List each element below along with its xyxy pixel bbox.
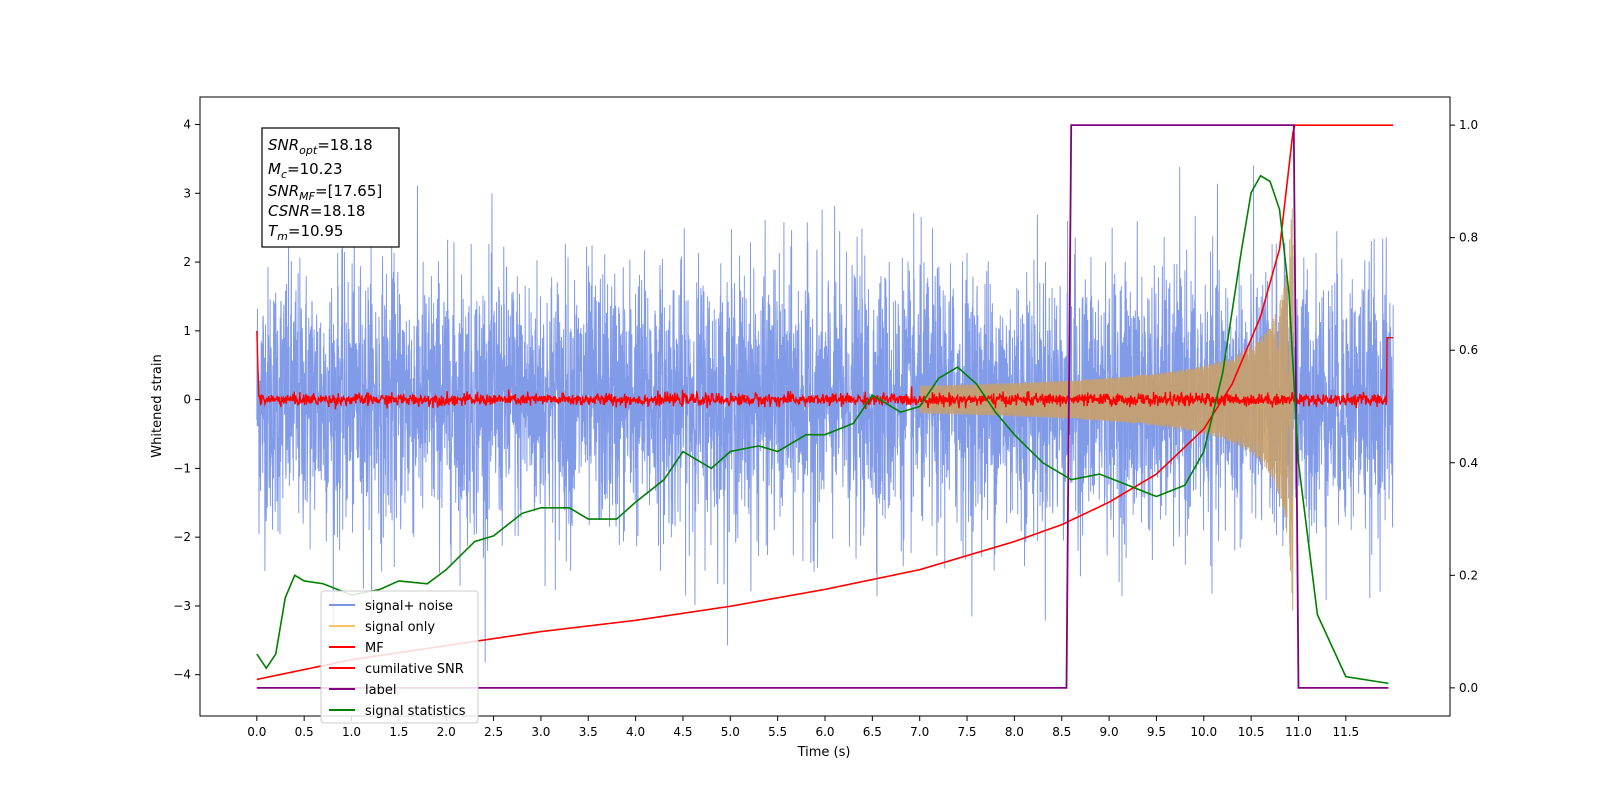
- annotation-box: SNRopt=18.18 Mc=10.23 SNRMF=[17.65] CSNR…: [261, 127, 400, 248]
- snr-opt-sub: opt: [299, 144, 318, 157]
- x-tick-label: 5.0: [721, 725, 740, 739]
- x-tick-label: 10.0: [1190, 725, 1217, 739]
- tm-value: =10.95: [288, 222, 344, 240]
- annotation-mc: Mc=10.23: [268, 160, 343, 181]
- snr-mf-sub: MF: [299, 190, 315, 203]
- x-tick-label: 1.0: [342, 725, 361, 739]
- snr-opt-base: SNR: [268, 136, 299, 154]
- legend-frame: [320, 590, 479, 724]
- legend-label: signal only: [365, 620, 435, 635]
- mc-value: =10.23: [287, 160, 343, 178]
- x-tick-label: 10.5: [1238, 725, 1265, 739]
- y2-tick-label: 0.0: [1459, 681, 1478, 695]
- y-tick-label: 0: [183, 393, 191, 407]
- y-tick-label: 4: [183, 118, 191, 132]
- annotation-frame: [261, 127, 400, 248]
- y-axis: −4 −3 −2 −1 0 1 2 3 4: [173, 118, 200, 682]
- x-tick-label: 11.5: [1332, 725, 1359, 739]
- x-axis: 0.0 0.5 1.0 1.5 2.0 2.5 3.0 3.5 4.0 4.5 5.0 5.5 6.0 6…: [247, 716, 1359, 739]
- x-tick-label: 3.0: [531, 725, 550, 739]
- snr-opt-value: =18.18: [317, 136, 373, 154]
- legend-label: cumilative SNR: [365, 662, 464, 677]
- x-tick-label: 7.0: [910, 725, 929, 739]
- x-tick-label: 6.0: [815, 725, 834, 739]
- y2-tick-label: 0.4: [1459, 456, 1478, 470]
- x-axis-label: Time (s): [797, 745, 851, 760]
- x-tick-label: 11.0: [1285, 725, 1312, 739]
- x-tick-label: 4.0: [626, 725, 645, 739]
- snr-mf-base: SNR: [268, 182, 299, 200]
- tm-sub: m: [277, 230, 288, 243]
- y-tick-label: −3: [173, 599, 191, 613]
- y-tick-label: 3: [183, 186, 191, 200]
- y2-tick-label: 1.0: [1459, 118, 1478, 132]
- x-tick-label: 0.0: [247, 725, 266, 739]
- y-tick-label: 1: [183, 324, 191, 338]
- legend-label: signal+ noise: [365, 599, 453, 614]
- x-tick-label: 6.5: [863, 725, 882, 739]
- y-tick-label: −1: [173, 461, 191, 475]
- legend: signal+ noise signal only MF cumilative SNR…: [320, 590, 479, 724]
- tm-base: T: [268, 222, 279, 240]
- mc-sub: c: [281, 168, 287, 181]
- x-tick-label: 8.5: [1052, 725, 1071, 739]
- y-tick-label: 2: [183, 255, 191, 269]
- legend-label: MF: [365, 641, 384, 656]
- annotation-tm: Tm=10.95: [268, 222, 343, 243]
- y2-tick-label: 0.6: [1459, 343, 1478, 357]
- annotation-snr-mf: SNRMF=[17.65]: [268, 182, 382, 203]
- legend-label: signal statistics: [365, 704, 466, 719]
- mc-base: M: [268, 160, 281, 178]
- y2-tick-label: 0.2: [1459, 568, 1478, 582]
- series-signal-statistics: [256, 174, 1389, 685]
- x-tick-label: 5.5: [768, 725, 787, 739]
- csnr-base: CSNR: [268, 202, 310, 220]
- x-tick-label: 2.5: [484, 725, 503, 739]
- y-tick-label: −2: [173, 530, 191, 544]
- legend-items: signal+ noise signal only MF cumilative SNR…: [329, 599, 466, 719]
- x-tick-label: 4.5: [673, 725, 692, 739]
- series-signal-only: [919, 208, 1294, 611]
- series-label: [256, 124, 1389, 689]
- x-tick-label: 8.0: [1005, 725, 1024, 739]
- x-tick-label: 3.5: [579, 725, 598, 739]
- x-tick-label: 7.5: [957, 725, 976, 739]
- x-tick-label: 2.0: [437, 725, 456, 739]
- x-tick-label: 9.5: [1147, 725, 1166, 739]
- x-tick-label: 0.5: [295, 725, 314, 739]
- x-tick-label: 9.0: [1100, 725, 1119, 739]
- y2-tick-label: 0.8: [1459, 231, 1478, 245]
- legend-label: label: [365, 683, 396, 698]
- y-axis-label: Whitened strain: [150, 354, 165, 457]
- x-tick-label: 1.5: [389, 725, 408, 739]
- y2-axis: 0.0 0.2 0.4 0.6 0.8 1.0: [1450, 118, 1478, 695]
- annotation-snr-opt: SNRopt=18.18: [268, 136, 373, 157]
- y-tick-label: −4: [173, 668, 191, 682]
- annotation-csnr: CSNR=18.18: [268, 202, 365, 220]
- series-mf: [256, 330, 1394, 410]
- snr-mf-value: =[17.65]: [315, 182, 382, 200]
- csnr-value: =18.18: [310, 202, 366, 220]
